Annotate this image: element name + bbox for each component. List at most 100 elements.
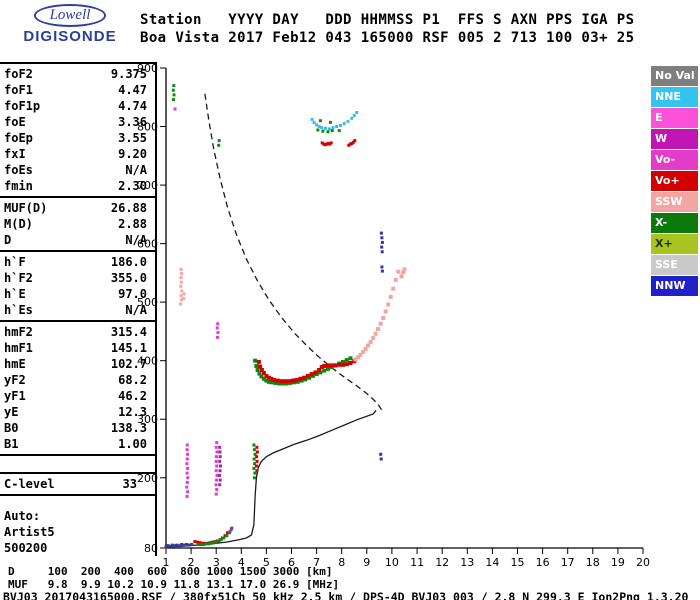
svg-text:400: 400 bbox=[137, 355, 158, 368]
series-interference-Vo-minus-2MHz bbox=[185, 443, 190, 498]
param-row-hf2: h`F2 355.0 bbox=[0, 270, 155, 286]
param-row-he: h`E 97.0 bbox=[0, 286, 155, 302]
series-F1-cusp-X bbox=[252, 443, 257, 480]
autoscaling-line: Artist5 bbox=[4, 525, 55, 539]
svg-text:19: 19 bbox=[611, 556, 625, 569]
param-row-hmf1: hmF1 145.1 bbox=[0, 340, 155, 356]
distance-row: D 100 200 400 600 800 1000 1500 3000 [km… bbox=[8, 565, 333, 578]
param-value: 12.3 bbox=[118, 405, 147, 419]
param-row-hme: hmE 102.7 bbox=[0, 356, 155, 372]
param-value: 68.2 bbox=[118, 373, 147, 387]
curve-true-height-profile bbox=[165, 409, 377, 548]
series-E-trace-X bbox=[197, 527, 233, 546]
svg-text:6: 6 bbox=[288, 556, 295, 569]
svg-text:15: 15 bbox=[511, 556, 525, 569]
svg-text:14: 14 bbox=[485, 556, 499, 569]
param-row-d: D N/A bbox=[0, 232, 155, 248]
svg-text:11: 11 bbox=[410, 556, 424, 569]
param-value: 1.00 bbox=[118, 437, 147, 451]
param-label: h`F bbox=[4, 255, 26, 269]
legend-item-nnw: NNW bbox=[651, 276, 698, 296]
param-value: 46.2 bbox=[118, 389, 147, 403]
param-group: h`F 186.0 h`F2 355.0 h`E 97.0 h`Es N/A bbox=[0, 252, 155, 322]
svg-text:9: 9 bbox=[363, 556, 370, 569]
series-second-hop-NNE bbox=[310, 111, 359, 131]
param-value: 145.1 bbox=[110, 341, 147, 355]
param-label: foEp bbox=[4, 131, 33, 145]
param-value: 26.88 bbox=[110, 201, 147, 215]
svg-text:3: 3 bbox=[213, 556, 220, 569]
param-label: hmE bbox=[4, 357, 26, 371]
svg-text:700: 700 bbox=[137, 179, 158, 192]
param-row-foep: foEp 3.55 bbox=[0, 130, 155, 146]
series-noise-floor-blue bbox=[164, 543, 194, 549]
param-row-yf1: yF1 46.2 bbox=[0, 388, 155, 404]
param-label: foE bbox=[4, 115, 26, 129]
legend-item-sse: SSE bbox=[651, 255, 698, 275]
series-interference-X-topleft bbox=[171, 84, 221, 147]
param-label: yE bbox=[4, 405, 19, 419]
param-label: hmF1 bbox=[4, 341, 33, 355]
param-row-clevel: C-level 33 bbox=[0, 476, 155, 492]
series-second-hop-X bbox=[316, 119, 341, 134]
svg-text:200: 200 bbox=[137, 472, 158, 485]
param-value: 3.55 bbox=[118, 131, 147, 145]
param-value: 315.4 bbox=[110, 325, 147, 339]
param-value: N/A bbox=[125, 303, 147, 317]
svg-text:900: 900 bbox=[137, 62, 158, 75]
param-label: B0 bbox=[4, 421, 19, 435]
legend-item-ssw: SSW bbox=[651, 192, 698, 212]
muf-row: MUF 9.8 9.9 10.2 10.9 11.8 13.1 17.0 26.… bbox=[8, 578, 340, 591]
param-row-b1: B1 1.00 bbox=[0, 436, 155, 452]
param-value: N/A bbox=[125, 233, 147, 247]
param-label: MUF(D) bbox=[4, 201, 48, 215]
param-label: B1 bbox=[4, 437, 19, 451]
param-value: 9.20 bbox=[118, 147, 147, 161]
param-group: hmF2 315.4 hmF1 145.1 hmE 102.7 yF2 68.2 yF1 46.2… bbox=[0, 322, 155, 456]
legend-item-x-: X- bbox=[651, 213, 698, 233]
param-value: 4.74 bbox=[118, 99, 147, 113]
x-axis: 1 2 3 4 5 6 7 8 9 10 11 12 13 14 15 16 17 18 19 20 bbox=[163, 547, 650, 569]
param-value: 3.36 bbox=[118, 115, 147, 129]
param-label: h`F2 bbox=[4, 271, 33, 285]
svg-text:800: 800 bbox=[137, 121, 158, 134]
param-value: 138.3 bbox=[110, 421, 147, 435]
param-row-hes: h`Es N/A bbox=[0, 302, 155, 318]
param-label: foEs bbox=[4, 163, 33, 177]
series-F1-cusp-O bbox=[254, 445, 259, 473]
param-row-mufd: MUF(D) 26.88 bbox=[0, 200, 155, 216]
param-row-fxi: fxI 9.20 bbox=[0, 146, 155, 162]
autoscaling-info: Auto: Artist5 500200 bbox=[0, 508, 155, 556]
param-row-foe: foE 3.36 bbox=[0, 114, 155, 130]
param-row-md: M(D) 2.88 bbox=[0, 216, 155, 232]
svg-text:17: 17 bbox=[561, 556, 575, 569]
param-label: foF2 bbox=[4, 67, 33, 81]
param-value: 4.47 bbox=[118, 83, 147, 97]
param-group: C-level 33 bbox=[0, 472, 155, 496]
param-value: N/A bbox=[125, 163, 147, 177]
series-interference-mid bbox=[173, 107, 220, 339]
lowell-logo: Lowell DIGISONDE bbox=[8, 4, 132, 45]
param-group: foF2 9.375 foF1 4.47 foF1p 4.74 foE 3.36 foEp 3.5… bbox=[0, 62, 155, 198]
param-label: D bbox=[4, 233, 12, 247]
logo-lowell-text: Lowell bbox=[49, 7, 91, 23]
svg-text:300: 300 bbox=[137, 413, 158, 426]
param-value: 2.88 bbox=[118, 217, 147, 231]
parameter-panel: foF2 9.375 foF1 4.47 foF1p 4.74 foE 3.36 foEp 3.5… bbox=[0, 62, 157, 556]
svg-text:600: 600 bbox=[137, 238, 158, 251]
param-row-fof1p: foF1p 4.74 bbox=[0, 98, 155, 114]
svg-text:16: 16 bbox=[536, 556, 550, 569]
param-label: M(D) bbox=[4, 217, 33, 231]
param-label: C-level bbox=[4, 477, 55, 491]
svg-text:500: 500 bbox=[137, 296, 158, 309]
svg-text:18: 18 bbox=[586, 556, 600, 569]
series-interference-W-3MHz bbox=[218, 445, 234, 534]
svg-text:1: 1 bbox=[163, 556, 170, 569]
legend-item-x+: X+ bbox=[651, 234, 698, 254]
svg-text:20: 20 bbox=[636, 556, 650, 569]
param-label: hmF2 bbox=[4, 325, 33, 339]
series-interference-Vo-minus-3MHz bbox=[214, 441, 219, 496]
logo-digisonde-text: DIGISONDE bbox=[23, 28, 117, 45]
param-label: yF1 bbox=[4, 389, 26, 403]
